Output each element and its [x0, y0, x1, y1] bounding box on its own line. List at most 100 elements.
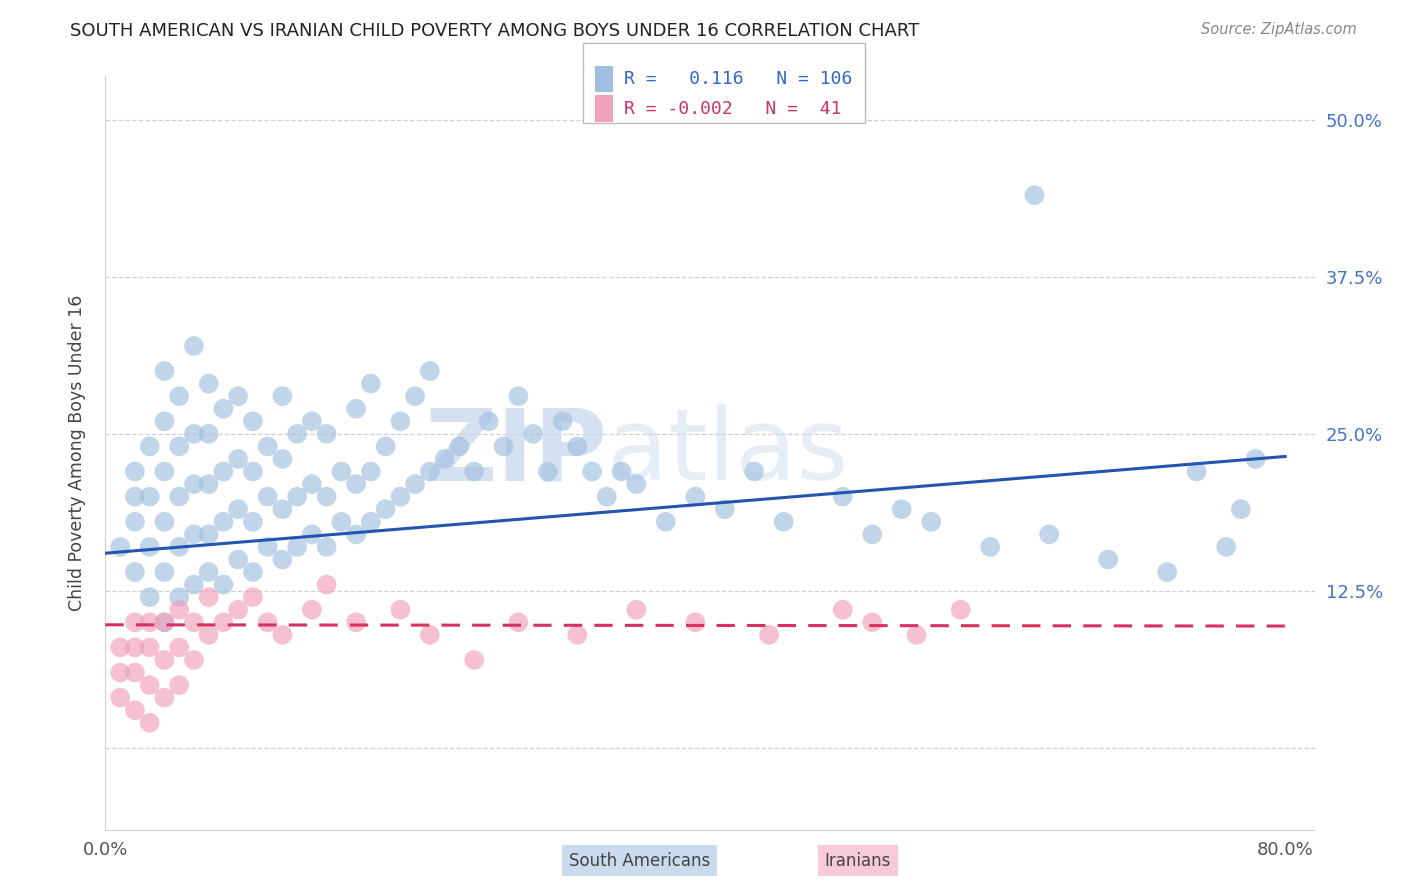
- Point: [890, 502, 912, 516]
- Point: [138, 540, 160, 554]
- Point: [153, 515, 176, 529]
- Point: [124, 515, 146, 529]
- Point: [167, 603, 190, 617]
- Point: [315, 577, 337, 591]
- Point: [226, 389, 249, 403]
- Point: [860, 615, 883, 630]
- Point: [212, 515, 235, 529]
- Point: [212, 465, 235, 479]
- Point: [330, 515, 353, 529]
- Point: [301, 414, 323, 428]
- Point: [124, 465, 146, 479]
- Point: [138, 615, 160, 630]
- Point: [124, 565, 146, 579]
- Point: [344, 527, 367, 541]
- Point: [183, 577, 205, 591]
- Point: [124, 665, 146, 680]
- Point: [374, 502, 396, 516]
- Point: [167, 640, 190, 655]
- Point: [197, 426, 219, 441]
- Point: [404, 389, 426, 403]
- Point: [242, 465, 264, 479]
- Y-axis label: Child Poverty Among Boys Under 16: Child Poverty Among Boys Under 16: [67, 294, 86, 611]
- Point: [1244, 452, 1267, 467]
- Point: [138, 439, 160, 453]
- Point: [197, 590, 219, 604]
- Text: R = -0.002   N =  41: R = -0.002 N = 41: [624, 100, 842, 118]
- Point: [685, 490, 707, 504]
- Point: [242, 515, 264, 529]
- Point: [1024, 188, 1046, 202]
- Point: [183, 653, 205, 667]
- Point: [242, 590, 264, 604]
- Point: [183, 339, 205, 353]
- Point: [167, 540, 190, 554]
- Point: [404, 477, 426, 491]
- Point: [167, 678, 190, 692]
- Point: [124, 615, 146, 630]
- Point: [153, 465, 176, 479]
- Point: [478, 414, 501, 428]
- Point: [271, 552, 294, 566]
- Point: [108, 690, 131, 705]
- Point: [153, 615, 176, 630]
- Point: [315, 490, 337, 504]
- Point: [742, 465, 765, 479]
- Point: [271, 628, 294, 642]
- Point: [713, 502, 735, 516]
- Point: [271, 452, 294, 467]
- Point: [419, 465, 441, 479]
- Point: [256, 540, 278, 554]
- Point: [685, 615, 707, 630]
- Point: [949, 603, 972, 617]
- Point: [567, 439, 589, 453]
- Point: [581, 465, 603, 479]
- Point: [626, 603, 648, 617]
- Text: R =   0.116   N = 106: R = 0.116 N = 106: [624, 70, 852, 88]
- Point: [153, 615, 176, 630]
- Point: [138, 490, 160, 504]
- Point: [226, 502, 249, 516]
- Point: [508, 615, 530, 630]
- Point: [285, 490, 308, 504]
- Point: [360, 515, 382, 529]
- Point: [389, 490, 412, 504]
- Point: [626, 477, 648, 491]
- Point: [285, 540, 308, 554]
- Point: [831, 603, 853, 617]
- Point: [138, 590, 160, 604]
- Point: [344, 477, 367, 491]
- Point: [522, 426, 544, 441]
- Point: [212, 401, 235, 416]
- Point: [1038, 527, 1060, 541]
- Point: [108, 665, 131, 680]
- Point: [197, 527, 219, 541]
- Text: ZIP: ZIP: [425, 404, 607, 501]
- Point: [1156, 565, 1178, 579]
- Point: [242, 414, 264, 428]
- Point: [315, 540, 337, 554]
- Point: [374, 439, 396, 453]
- Point: [242, 565, 264, 579]
- Point: [360, 465, 382, 479]
- Point: [212, 577, 235, 591]
- Point: [124, 703, 146, 717]
- Point: [124, 490, 146, 504]
- Point: [183, 477, 205, 491]
- Point: [212, 615, 235, 630]
- Point: [360, 376, 382, 391]
- Point: [226, 452, 249, 467]
- Text: South Americans: South Americans: [569, 852, 710, 870]
- Point: [831, 490, 853, 504]
- Point: [655, 515, 678, 529]
- Point: [1097, 552, 1119, 566]
- Point: [301, 527, 323, 541]
- Point: [197, 376, 219, 391]
- Point: [183, 527, 205, 541]
- Point: [226, 603, 249, 617]
- Point: [419, 628, 441, 642]
- Point: [167, 439, 190, 453]
- Point: [108, 640, 131, 655]
- Text: SOUTH AMERICAN VS IRANIAN CHILD POVERTY AMONG BOYS UNDER 16 CORRELATION CHART: SOUTH AMERICAN VS IRANIAN CHILD POVERTY …: [70, 22, 920, 40]
- Point: [389, 603, 412, 617]
